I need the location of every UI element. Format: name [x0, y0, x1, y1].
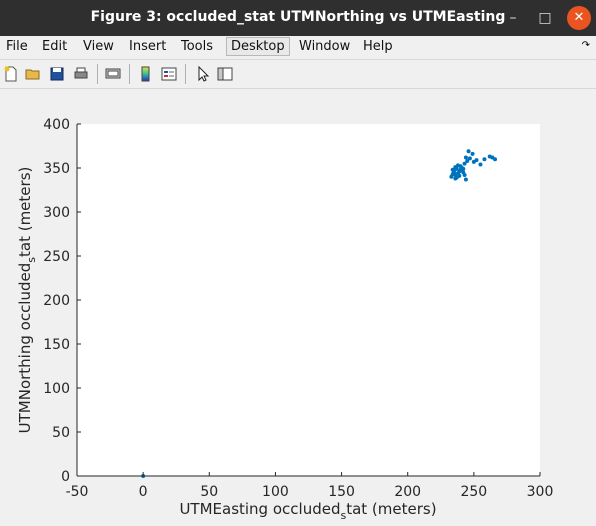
window-title: Figure 3: occluded_stat UTMNorthing vs U…: [90, 9, 506, 25]
x-tick-label: 100: [262, 484, 289, 500]
x-tick-label: 150: [328, 484, 355, 500]
toolbar: [0, 60, 596, 89]
window-titlebar[interactable]: Figure 3: occluded_stat UTMNorthing vs U…: [0, 0, 596, 36]
y-axis: 0 50 100 150 200 250 300 350 400: [43, 117, 81, 485]
y-axis-label: UTMNorthing occludedstat (meters): [16, 167, 38, 434]
data-point: [465, 158, 470, 163]
close-button[interactable]: ✕: [567, 6, 591, 30]
plot-area[interactable]: [77, 124, 540, 476]
new-figure-icon[interactable]: [2, 65, 20, 83]
y-tick-label: 300: [43, 205, 70, 221]
menu-file[interactable]: File: [6, 39, 28, 54]
data-point: [470, 151, 475, 156]
y-tick-label: 150: [43, 337, 70, 353]
data-point: [461, 166, 466, 171]
print-icon[interactable]: [72, 65, 90, 83]
menu-bar: File Edit View Insert Tools Desktop Wind…: [0, 36, 596, 60]
data-point: [474, 158, 479, 163]
pointer-arrow-icon[interactable]: [194, 65, 212, 83]
colorbar-icon[interactable]: [137, 65, 155, 83]
legend-icon[interactable]: [160, 65, 178, 83]
menu-window[interactable]: Window: [299, 39, 351, 54]
y-tick-label: 0: [61, 469, 70, 485]
menu-help[interactable]: Help: [363, 39, 393, 54]
data-point: [457, 173, 462, 178]
x-tick-label: 250: [460, 484, 487, 500]
data-point: [462, 173, 467, 178]
y-tick-label: 100: [43, 381, 70, 397]
data-point: [463, 177, 468, 182]
data-point: [482, 157, 487, 162]
data-point: [463, 155, 468, 160]
menu-tools[interactable]: Tools: [181, 39, 214, 54]
y-tick-label: 200: [43, 293, 70, 309]
open-folder-icon[interactable]: [24, 65, 42, 83]
menu-view[interactable]: View: [83, 39, 114, 54]
x-tick-label: 50: [200, 484, 218, 500]
y-tick-label: 50: [52, 425, 70, 441]
toolbar-separator: [97, 64, 98, 84]
y-tick-label: 400: [43, 117, 70, 133]
save-icon[interactable]: [48, 65, 66, 83]
x-tick-label: -50: [66, 484, 89, 500]
x-axis: -50 0 50 100 150 200 250 300: [66, 472, 554, 500]
maximize-button[interactable]: □: [538, 10, 552, 26]
data-point: [453, 176, 458, 181]
data-point: [450, 167, 455, 172]
y-tick-label: 250: [43, 249, 70, 265]
figure-area: -50 0 50 100 150 200 250 300 0 50 100 150 200 250 300…: [0, 89, 596, 522]
print-preview-icon[interactable]: [104, 65, 122, 83]
menu-edit[interactable]: Edit: [42, 39, 68, 54]
minimize-button[interactable]: –: [509, 10, 517, 26]
data-point: [478, 162, 483, 167]
x-tick-label: 200: [394, 484, 421, 500]
data-point: [462, 161, 467, 166]
data-point: [458, 164, 463, 169]
toolbar-separator: [129, 64, 130, 84]
data-point: [493, 157, 498, 162]
menu-desktop[interactable]: Desktop: [226, 37, 290, 56]
y-tick-label: 350: [43, 161, 70, 177]
x-tick-label: 300: [527, 484, 554, 500]
curved-arrow-icon[interactable]: ↷: [581, 40, 590, 51]
scatter-plot[interactable]: -50 0 50 100 150 200 250 300 050100150200250300…: [0, 89, 596, 522]
menu-insert[interactable]: Insert: [129, 39, 167, 54]
data-point: [466, 149, 471, 154]
x-axis-label: UTMEasting occludedstat (meters): [179, 500, 436, 522]
x-tick-label: 0: [139, 484, 148, 500]
toolbar-separator: [185, 64, 186, 84]
data-point: [467, 156, 472, 161]
property-editor-icon[interactable]: [216, 65, 234, 83]
